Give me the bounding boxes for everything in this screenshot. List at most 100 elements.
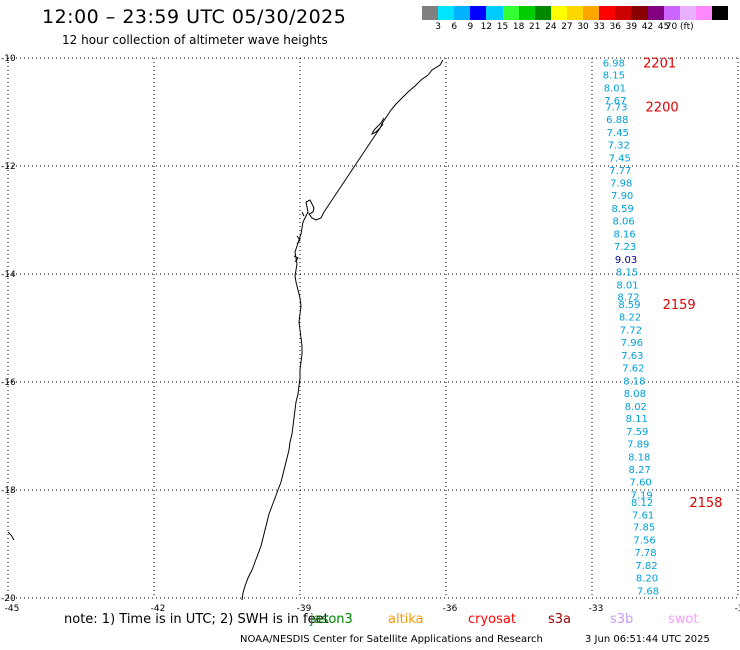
footer-org: NOAA/NESDIS Center for Satellite Applica…: [240, 634, 543, 645]
color-swatch: [615, 6, 632, 20]
color-scale-label: 15: [496, 22, 509, 32]
color-scale-label: 33: [593, 22, 605, 32]
pass-time-labels: 2201 2200 2159 2158: [643, 56, 722, 511]
color-swatch: [422, 6, 439, 20]
wave-height-value: 7.63: [621, 351, 643, 362]
wave-height-value: 7.45: [609, 153, 631, 164]
lat-tick-label: -18: [1, 486, 16, 496]
color-scale-label: 18: [512, 22, 525, 32]
color-scale-label: 36: [609, 22, 621, 32]
color-swatch: [695, 6, 712, 20]
wave-height-value: 8.16: [613, 230, 635, 241]
wave-height-value: 7.82: [635, 561, 657, 572]
wave-height-value: 7.90: [611, 191, 633, 202]
wave-height-value: 7.96: [621, 338, 643, 349]
lon-tick-label: -30: [735, 604, 740, 614]
color-scale-label: 24: [545, 22, 557, 32]
wave-height-value: 7.98: [610, 179, 632, 190]
wave-height-value: 7.59: [626, 427, 648, 438]
wave-height-value: 8.27: [629, 465, 651, 476]
wave-height-value: 8.18: [623, 376, 645, 387]
wave-height-value: 8.15: [603, 71, 625, 82]
wave-height-value: 7.73: [605, 103, 627, 114]
lon-tick-label: -39: [297, 604, 312, 614]
color-scale-label: 12: [480, 22, 493, 32]
color-scale-label: 3: [435, 22, 441, 32]
satellite-legend-swot: swot: [668, 612, 699, 627]
wave-height-value: 8.20: [636, 573, 658, 584]
grid-lines: [7, 57, 739, 599]
wave-height-value: 8.15: [616, 267, 638, 278]
wave-height-value: 7.32: [608, 140, 630, 151]
color-swatch: [566, 6, 584, 20]
wave-height-value: 7.61: [632, 510, 654, 521]
lon-tick-label: -36: [443, 604, 458, 614]
wave-height-value: 7.85: [633, 523, 655, 534]
color-swatch: [534, 6, 551, 20]
color-swatch: [502, 6, 519, 20]
color-scale-label: 45: [657, 22, 670, 32]
wave-height-value: 7.89: [627, 440, 649, 451]
color-swatch: [631, 6, 648, 20]
lat-tick-label: -16: [1, 378, 16, 388]
pass-time-label: 2201: [643, 56, 676, 71]
lat-tick-label: -10: [1, 54, 16, 64]
color-scale-label: 21: [529, 22, 541, 32]
color-swatch: [454, 6, 471, 20]
wave-height-value: 7.62: [622, 363, 644, 374]
footer: NOAA/NESDIS Center for Satellite Applica…: [0, 634, 740, 648]
wave-height-value: 8.06: [613, 217, 635, 228]
color-scale-label: 27: [561, 22, 573, 32]
wave-height-value: 8.08: [624, 389, 646, 400]
axis-tick-labels: -45 -42 -39 -36 -33 -30 -10 -12 -14 -16 -18 -20: [1, 54, 740, 614]
wave-height-value: 8.01: [616, 280, 638, 291]
color-scale-labels: 3 6 9 12 15 18 21 24 27 30 33 36 39 42 45 70 (ft): [422, 22, 740, 34]
wave-height-value: 8.11: [626, 414, 648, 425]
color-swatch: [470, 6, 487, 20]
satellite-legend-jason3: jason3: [310, 612, 353, 627]
coastline-islands: [7, 211, 305, 541]
lon-tick-label: -42: [151, 604, 166, 614]
wave-height-value: 7.72: [620, 326, 642, 337]
lon-tick-label: -45: [5, 604, 20, 614]
color-swatch: [518, 6, 535, 20]
wave-height-value: 8.02: [625, 402, 647, 413]
color-swatch: [647, 6, 664, 20]
color-swatch: [438, 6, 455, 20]
color-scale-label: 6: [451, 22, 458, 32]
color-swatch: [711, 6, 729, 20]
wave-height-value: 8.72: [617, 293, 639, 304]
color-scale-label: 30: [577, 22, 589, 32]
wave-height-value: 8.59: [612, 204, 634, 215]
satellite-legend-s3a: s3a: [548, 612, 572, 627]
color-swatch: [583, 6, 600, 20]
color-scale-label: 39: [625, 22, 638, 32]
wave-height-value: 6.88: [606, 115, 628, 126]
wave-height-value: 7.23: [614, 242, 636, 253]
wave-height-value: 7.45: [607, 128, 629, 139]
pass-time-label: 2159: [663, 298, 696, 313]
color-swatch: [550, 6, 567, 20]
lat-tick-label: -12: [1, 162, 16, 172]
lon-tick-label: -33: [589, 604, 604, 614]
color-scale-label: 9: [467, 22, 474, 32]
wave-height-value: 8.01: [604, 84, 626, 95]
wave-height-value: 7.19: [631, 490, 653, 501]
wave-height-value: 8.59: [618, 300, 640, 311]
wave-height-value: 9.03: [615, 255, 637, 266]
satellite-legend-s3b: s3b: [610, 612, 634, 627]
color-swatch: [486, 6, 503, 20]
pass-time-label: 2158: [689, 496, 722, 511]
lat-tick-label: -20: [1, 594, 16, 604]
lat-tick-label: -14: [1, 270, 16, 280]
coastline-bay: [370, 117, 385, 136]
coastline-brazil: [241, 59, 444, 601]
satellite-legend-altika: altika: [388, 612, 424, 627]
legend-note: note: 1) Time is in UTC; 2) SWH is in fe…: [64, 612, 329, 627]
wave-height-value: 6.98: [603, 58, 625, 69]
coastline: [7, 59, 444, 601]
wave-height-value: 8.12: [631, 498, 653, 509]
wave-height-value: 7.68: [637, 586, 659, 597]
satellite-legend-cryosat: cryosat: [468, 612, 516, 627]
